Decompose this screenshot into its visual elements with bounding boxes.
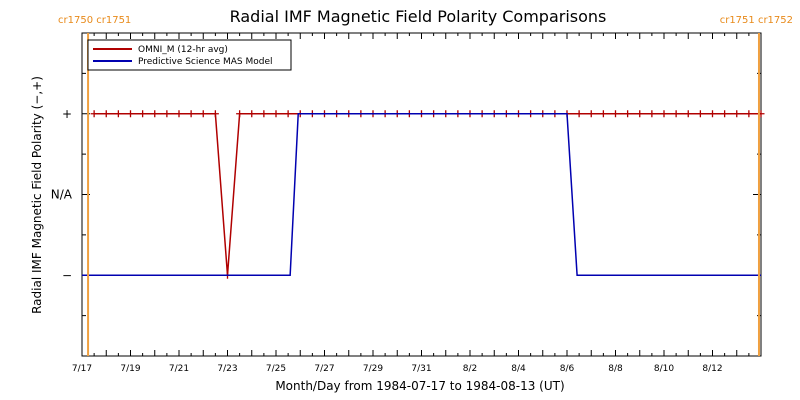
x-axis: 7/17 7/19 7/21 7/23 7/25 7/27 7/29 7/31 8/2 8/4 8/… bbox=[72, 33, 762, 374]
x-tick-label: 7/23 bbox=[217, 364, 237, 374]
data-point bbox=[672, 110, 680, 118]
x-tick-label: 7/27 bbox=[314, 364, 334, 374]
data-point bbox=[745, 110, 753, 118]
data-point bbox=[709, 110, 716, 118]
data-point bbox=[127, 110, 134, 118]
x-tick-label: 8/4 bbox=[511, 364, 526, 374]
x-tick-label: 7/17 bbox=[72, 364, 92, 374]
y-tick-label: N/A bbox=[51, 188, 73, 202]
x-tick-label: 8/10 bbox=[654, 364, 674, 374]
data-point bbox=[151, 110, 159, 118]
y-tick-label: − bbox=[62, 268, 72, 282]
data-point bbox=[211, 110, 219, 118]
data-point bbox=[636, 110, 644, 118]
data-point bbox=[660, 110, 668, 118]
x-tick-label: 7/19 bbox=[120, 364, 140, 374]
y-axis: + N/A − bbox=[51, 32, 761, 357]
data-point bbox=[272, 110, 280, 118]
carrington-marker-layer bbox=[87, 33, 760, 356]
data-point bbox=[175, 110, 183, 118]
data-point bbox=[187, 110, 195, 118]
x-tick-label: 8/6 bbox=[560, 364, 575, 374]
data-point bbox=[721, 110, 729, 118]
legend-box bbox=[87, 39, 292, 71]
data-point bbox=[248, 110, 256, 118]
data-point bbox=[90, 110, 98, 118]
data-point bbox=[696, 110, 704, 118]
data-point bbox=[587, 110, 595, 118]
data-point bbox=[624, 110, 632, 118]
carrington-label-left: cr1750 cr1751 bbox=[58, 15, 131, 26]
legend-label-omni: OMNI_M (12-hr avg) bbox=[138, 45, 228, 55]
data-point bbox=[102, 110, 110, 118]
y-axis-label: Radial IMF Magnetic Field Polarity (−,+) bbox=[30, 76, 44, 314]
data-point bbox=[733, 110, 741, 118]
data-point bbox=[684, 110, 692, 118]
data-point bbox=[648, 110, 656, 118]
x-tick-label: 7/31 bbox=[411, 364, 431, 374]
series-layer bbox=[82, 110, 765, 279]
data-point bbox=[139, 110, 147, 118]
plot-frame bbox=[81, 32, 762, 357]
data-point bbox=[260, 110, 268, 118]
data-point bbox=[114, 110, 122, 118]
chart-title: Radial IMF Magnetic Field Polarity Compa… bbox=[230, 7, 607, 26]
data-point bbox=[599, 110, 607, 118]
x-tick-label: 8/12 bbox=[702, 364, 722, 374]
carrington-label-right: cr1751 cr1752 bbox=[720, 15, 793, 26]
x-tick-label: 7/21 bbox=[169, 364, 189, 374]
data-point bbox=[284, 110, 292, 118]
x-tick-label: 7/29 bbox=[363, 364, 383, 374]
data-point bbox=[199, 110, 207, 118]
x-tick-label: 8/2 bbox=[463, 364, 477, 374]
data-point bbox=[612, 110, 619, 118]
data-point bbox=[575, 110, 583, 118]
x-tick-label: 7/25 bbox=[266, 364, 286, 374]
y-tick-label: + bbox=[62, 107, 72, 121]
x-tick-label: 8/8 bbox=[608, 364, 623, 374]
x-axis-label: Month/Day from 1984-07-17 to 1984-08-13 … bbox=[275, 379, 564, 393]
series-line-0 bbox=[94, 113, 761, 276]
data-point bbox=[236, 110, 244, 118]
legend-label-mas: Predictive Science MAS Model bbox=[138, 57, 273, 67]
data-point bbox=[163, 110, 171, 118]
series-line-1 bbox=[82, 113, 761, 276]
legend: OMNI_M (12-hr avg) Predictive Science MA… bbox=[87, 39, 292, 71]
